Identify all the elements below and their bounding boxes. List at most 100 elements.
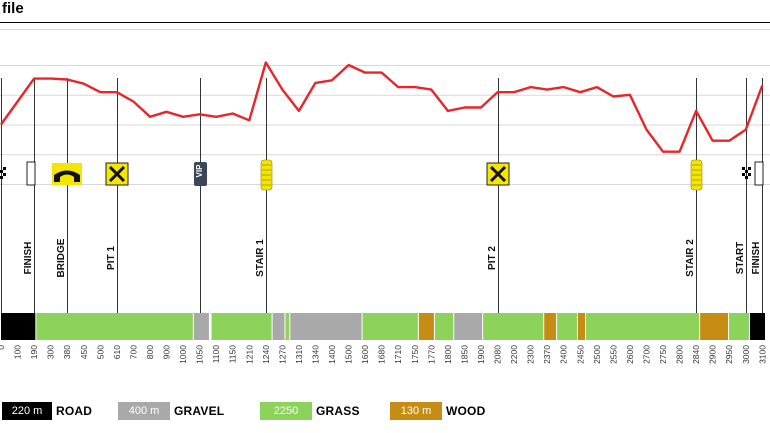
x-tick-label: 2700 bbox=[641, 345, 651, 364]
x-tick-label: 1600 bbox=[360, 345, 370, 364]
x-tick-label: 2840 bbox=[691, 345, 701, 364]
legend-gravel-value: 400 m bbox=[118, 402, 170, 420]
surface-segment-road bbox=[749, 313, 765, 340]
x-tick-label: 1050 bbox=[195, 345, 205, 364]
surface-segment-road bbox=[1, 313, 36, 340]
x-tick-label: 800 bbox=[145, 345, 155, 359]
x-tick-label: 2800 bbox=[675, 345, 685, 364]
surface-segment-grass bbox=[586, 313, 700, 340]
x-tick-label: 1800 bbox=[443, 345, 453, 364]
x-tick-label: 450 bbox=[79, 345, 89, 359]
x-tick-label: 2200 bbox=[509, 345, 519, 364]
legend-road: 220 m ROAD bbox=[2, 401, 92, 421]
bridge-icon bbox=[52, 163, 82, 185]
surface-segment-grass bbox=[36, 313, 193, 340]
surface-segment-wood bbox=[700, 313, 729, 340]
legend-grass: 2250 GRASS bbox=[260, 401, 360, 421]
surface-segment-grass bbox=[729, 313, 749, 340]
elevation-profile-chart: START FINISH BRIDGE PIT 1 VIP STAIR 1 PIT 2 STA… bbox=[0, 29, 770, 364]
legend-grass-value: 2250 bbox=[260, 402, 312, 420]
x-tick-label: 300 bbox=[46, 345, 56, 359]
x-tick-label: 2900 bbox=[708, 345, 718, 364]
finish-flag-icon bbox=[754, 161, 764, 186]
x-tick-label: 1680 bbox=[377, 345, 387, 364]
x-tick-label: 1400 bbox=[327, 345, 337, 364]
checkered-flag-icon bbox=[742, 167, 751, 179]
x-tick-label: 190 bbox=[29, 345, 39, 359]
x-tick-label: 1210 bbox=[244, 345, 254, 364]
marker-label: START bbox=[0, 242, 1, 275]
surface-segment-grass bbox=[211, 313, 272, 340]
x-tick-label: 0 bbox=[0, 345, 6, 350]
x-tick-label: 1750 bbox=[410, 345, 420, 364]
surface-segment-grass bbox=[362, 313, 418, 340]
stairs-icon bbox=[690, 159, 703, 191]
x-tick-label: 380 bbox=[62, 345, 72, 359]
x-tick-label: 1100 bbox=[211, 345, 221, 364]
finish-flag-icon bbox=[26, 161, 36, 186]
marker-label: START bbox=[735, 242, 746, 275]
legend-grass-label: GRASS bbox=[316, 404, 360, 418]
x-tick-label: 2550 bbox=[608, 345, 618, 364]
tools-icon bbox=[486, 162, 510, 186]
x-tick-label: 1310 bbox=[294, 345, 304, 364]
x-tick-label: 900 bbox=[162, 345, 172, 359]
x-tick-label: 700 bbox=[128, 345, 138, 359]
x-tick-label: 1000 bbox=[178, 345, 188, 364]
legend-wood-label: WOOD bbox=[446, 404, 486, 418]
x-tick-label: 1900 bbox=[476, 345, 486, 364]
x-tick-label: 1150 bbox=[228, 345, 238, 364]
marker-label: PIT 1 bbox=[106, 246, 117, 270]
x-tick-label: 1270 bbox=[277, 345, 287, 364]
x-tick-label: 1500 bbox=[344, 345, 354, 364]
x-tick-label: 500 bbox=[95, 345, 105, 359]
x-tick-label: 1770 bbox=[426, 345, 436, 364]
surface-segment-wood bbox=[577, 313, 585, 340]
surface-segment-grass bbox=[434, 313, 454, 340]
x-tick-label: 1710 bbox=[393, 345, 403, 364]
surface-segment-grass bbox=[557, 313, 577, 340]
surface-segment-wood bbox=[418, 313, 434, 340]
x-tick-label: 2300 bbox=[526, 345, 536, 364]
legend-wood: 130 m WOOD bbox=[390, 401, 485, 421]
svg-text:VIP: VIP bbox=[195, 164, 204, 178]
marker-label: STAIR 2 bbox=[685, 239, 696, 277]
surface-segment-gravel bbox=[290, 313, 362, 340]
marker-label: PIT 2 bbox=[487, 246, 498, 270]
x-tick-label: 2370 bbox=[542, 345, 552, 364]
x-tick-label: 2750 bbox=[658, 345, 668, 364]
x-tick-label: 100 bbox=[13, 345, 23, 359]
tools-icon bbox=[105, 162, 129, 186]
x-tick-label: 3100 bbox=[757, 345, 767, 364]
marker-label: STAIR 1 bbox=[255, 239, 266, 277]
surface-segment-gravel bbox=[272, 313, 285, 340]
x-tick-label: 2080 bbox=[493, 345, 503, 364]
surface-segment-wood bbox=[544, 313, 557, 340]
legend-road-label: ROAD bbox=[56, 404, 93, 418]
x-tick-label: 2400 bbox=[559, 345, 569, 364]
x-tick-label: 2600 bbox=[625, 345, 635, 364]
legend-gravel: 400 m GRAVEL bbox=[118, 401, 224, 421]
marker-label: BRIDGE bbox=[56, 238, 67, 277]
x-tick-label: 3000 bbox=[741, 345, 751, 364]
x-tick-label: 1240 bbox=[261, 345, 271, 364]
surface-segment-grass bbox=[483, 313, 544, 340]
page-title: file bbox=[2, 0, 24, 17]
marker-label: FINISH bbox=[751, 242, 762, 275]
stairs-icon bbox=[260, 159, 273, 191]
x-tick-label: 610 bbox=[112, 345, 122, 359]
x-tick-label: 2950 bbox=[724, 345, 734, 364]
surface-segment-gravel bbox=[454, 313, 483, 340]
elevation-line bbox=[0, 61, 764, 153]
x-tick-label: 2500 bbox=[592, 345, 602, 364]
title-divider bbox=[0, 22, 770, 23]
surface-segment-gravel bbox=[193, 313, 209, 340]
legend-gravel-label: GRAVEL bbox=[174, 404, 225, 418]
surface-segment-grass bbox=[285, 313, 290, 340]
checkered-flag-icon bbox=[0, 167, 6, 179]
legend-wood-value: 130 m bbox=[390, 402, 442, 420]
x-tick-label: 1850 bbox=[459, 345, 469, 364]
vip-icon: VIP bbox=[194, 162, 207, 186]
marker-label: FINISH bbox=[23, 242, 34, 275]
x-tick-label: 2450 bbox=[575, 345, 585, 364]
